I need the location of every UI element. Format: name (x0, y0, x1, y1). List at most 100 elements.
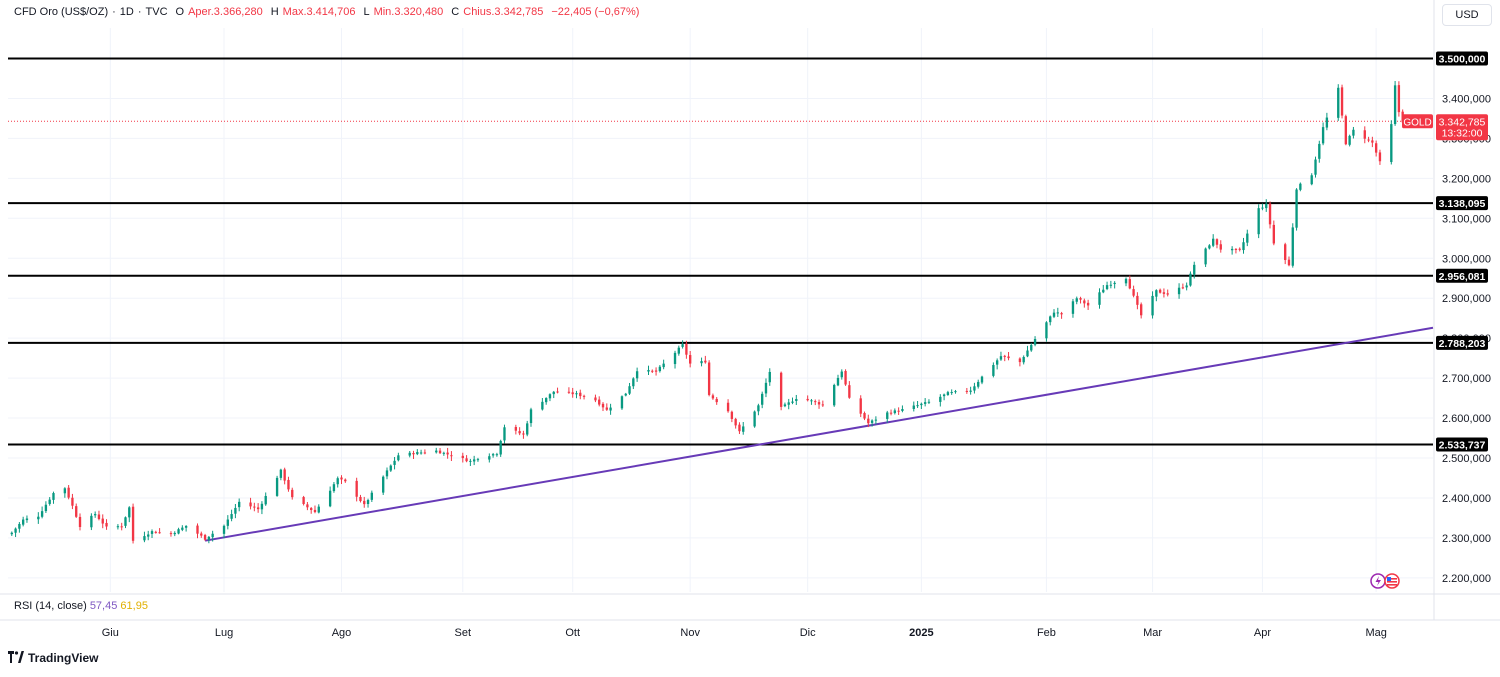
candle-body (901, 409, 904, 411)
candle-body (363, 500, 366, 505)
candle-body (503, 427, 506, 441)
candle-body (893, 410, 897, 414)
candle-body (582, 395, 586, 397)
candle-body (1374, 143, 1378, 153)
trendline-layer (204, 326, 1434, 542)
candle-body (120, 526, 123, 528)
candle-body (1367, 139, 1370, 141)
candle (1177, 283, 1181, 299)
candle-body (1204, 248, 1207, 265)
symbol-header: CFD Oro (US$/OZ) · 1D · TVC O Aper.3.366,280 H M… (14, 6, 640, 18)
candle (1151, 291, 1154, 319)
rsi-legend[interactable]: RSI (14, close) 57,45 61,95 (14, 600, 148, 612)
candle-body (40, 511, 44, 517)
candle (472, 455, 476, 466)
candle (1337, 84, 1340, 121)
time-tick-label: Ott (565, 627, 580, 639)
candle (795, 394, 798, 405)
candle-body (1393, 85, 1397, 125)
instrument-name[interactable]: CFD Oro (US$/OZ) (14, 6, 109, 18)
candle-body (370, 492, 374, 500)
change-value: −22,405 (−0,67%) (551, 6, 640, 18)
candle-body (707, 362, 711, 395)
candle-body (1397, 85, 1401, 113)
candle-body (1158, 289, 1162, 293)
candle-body (234, 507, 237, 514)
candle-body (806, 398, 809, 401)
candle-body (651, 370, 654, 372)
candle-body (757, 405, 760, 412)
close-label: C (451, 6, 460, 18)
level-badge (1436, 437, 1488, 452)
candle-body (101, 518, 104, 524)
candle (181, 525, 184, 532)
candle (1162, 288, 1166, 298)
level-badge-label: 2.788,203 (1439, 338, 1486, 350)
candle (912, 401, 915, 412)
candle-body (1151, 295, 1154, 316)
candle-body (419, 452, 423, 454)
candle-body (662, 363, 665, 368)
candle (1007, 352, 1010, 361)
candle-body (230, 514, 233, 519)
candle-body (397, 455, 400, 461)
candle-body (306, 504, 309, 508)
interval-label[interactable]: 1D (119, 6, 134, 18)
candle-body (1352, 129, 1355, 136)
candle-body (1166, 293, 1169, 295)
time-tick-label: Dic (800, 627, 816, 639)
candle (999, 351, 1003, 361)
candle (90, 513, 93, 531)
candle-body (438, 450, 442, 454)
candle (25, 515, 29, 523)
candle-body (1071, 301, 1075, 314)
candle (1272, 220, 1275, 246)
grid-lines (0, 0, 1500, 621)
candle-body (647, 369, 650, 372)
time-tick-label: 2025 (909, 627, 933, 639)
candle-body (71, 497, 74, 506)
candle (927, 399, 931, 405)
candle-body (336, 478, 339, 485)
candle-body (598, 399, 601, 405)
candle-body (249, 502, 252, 507)
candle-body (10, 532, 13, 535)
candle (283, 467, 286, 485)
candle (738, 422, 741, 435)
candle (313, 505, 317, 514)
candle-body (491, 454, 495, 456)
candle (93, 511, 97, 518)
candle-body (833, 384, 836, 406)
tradingview-brand[interactable]: TradingView (8, 651, 98, 666)
candle (518, 427, 521, 436)
candle (419, 449, 423, 455)
close-value: Chius.3.342,785 (463, 6, 544, 18)
candle (1109, 280, 1113, 289)
candle-body (681, 344, 684, 347)
candle (1071, 298, 1075, 318)
candle-body (461, 455, 464, 459)
candle (897, 407, 900, 415)
candle (469, 458, 472, 466)
candle-body (969, 390, 972, 392)
candle (1257, 204, 1260, 239)
candle (946, 390, 950, 396)
candle (495, 452, 499, 457)
time-tick-label: Mar (1143, 627, 1162, 639)
candle (1299, 182, 1302, 192)
candle (605, 403, 608, 411)
candle-body (147, 534, 150, 537)
candle (230, 509, 233, 522)
candle (1018, 357, 1022, 367)
candle (806, 395, 809, 402)
candle (196, 523, 199, 539)
candle-body (173, 532, 176, 535)
candle-body (889, 412, 893, 414)
candle-body (495, 454, 499, 456)
candle-body (529, 409, 533, 424)
candle (101, 514, 104, 529)
candle-body (1177, 287, 1181, 295)
candle (287, 476, 290, 492)
currency-button[interactable]: USD (1442, 4, 1492, 26)
